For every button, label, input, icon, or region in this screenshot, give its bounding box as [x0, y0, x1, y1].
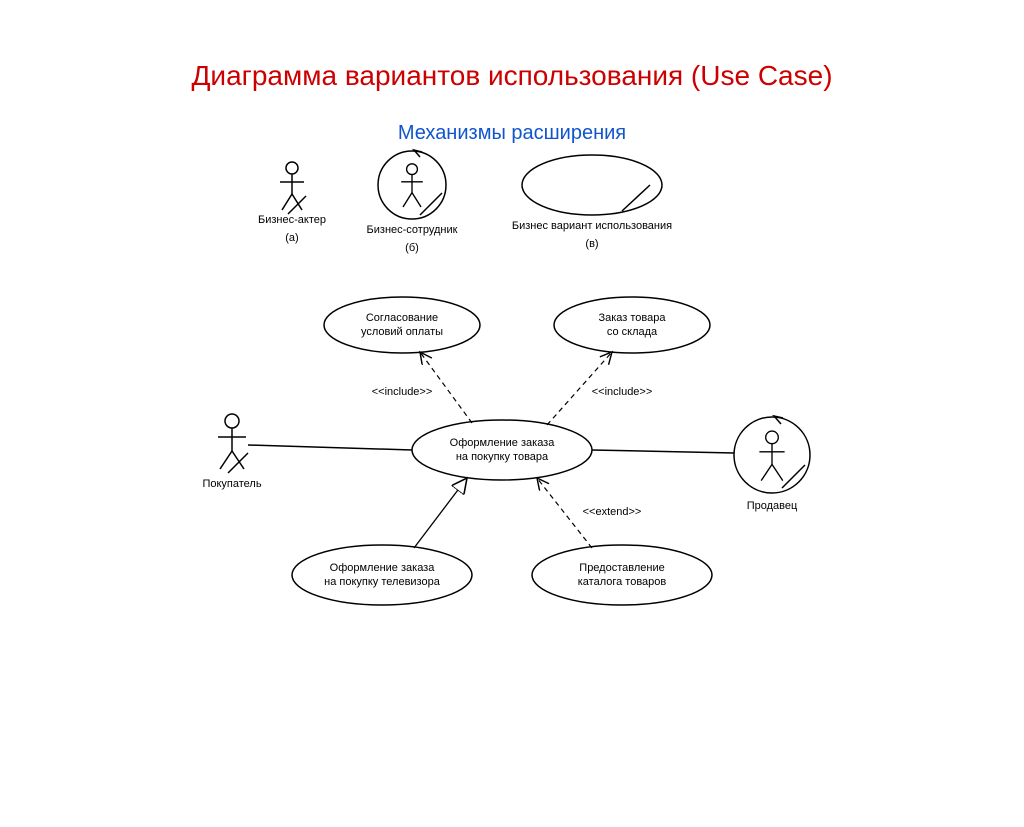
usecase-tv: Оформление заказа на покупку телевизора — [292, 545, 472, 605]
usecase-order-l1: Оформление заказа — [450, 437, 556, 449]
actor-buyer — [218, 414, 248, 473]
usecase-order-l2: на покупку товара — [456, 451, 549, 463]
assoc-seller-order — [592, 450, 734, 453]
rel-extend-label: <<extend>> — [583, 506, 642, 518]
usecase-catalog: Предоставление каталога товаров — [532, 545, 712, 605]
legend-b-sub: (б) — [405, 242, 419, 254]
usecase-tv-l1: Оформление заказа — [330, 562, 436, 574]
legend-actor-a — [280, 162, 306, 214]
usecase-tv-l2: на покупку телевизора — [324, 576, 441, 588]
subtitle-text: Механизмы расширения — [398, 122, 626, 144]
actor-buyer-label: Покупатель — [202, 478, 261, 490]
legend-b-label: Бизнес-сотрудник — [367, 224, 458, 236]
page-title: Диаграмма вариантов использования (Use C… — [0, 60, 1024, 92]
usecase-catalog-l2: каталога товаров — [578, 576, 667, 588]
page-subtitle: Механизмы расширения — [0, 122, 1024, 145]
usecase-agree-l2: условий оплаты — [361, 326, 443, 338]
legend-a-label: Бизнес-актер — [258, 214, 326, 226]
usecase-order: Оформление заказа на покупку товара — [412, 420, 592, 480]
title-text: Диаграмма вариантов использования (Use C… — [191, 60, 832, 91]
legend-c-sub: (в) — [585, 238, 598, 250]
legend-usecase-c — [522, 155, 662, 215]
legend-actor-b — [378, 150, 446, 219]
rel-include-stock-label: <<include>> — [592, 386, 653, 398]
usecase-stock: Заказ товара со склада — [554, 297, 710, 353]
actor-seller — [734, 416, 810, 493]
actor-seller-label: Продавец — [747, 500, 798, 512]
rel-include-agree-label: <<include>> — [372, 386, 433, 398]
usecase-agree-l1: Согласование — [366, 312, 438, 324]
legend-svg: Бизнес-актер (а) Бизнес-сотрудник (б) Би… — [212, 145, 812, 275]
usecase-agree: Согласование условий оплаты — [324, 297, 480, 353]
legend-a-sub: (а) — [285, 232, 298, 244]
rel-gen-tv-order — [414, 478, 467, 548]
assoc-buyer-order — [248, 445, 412, 450]
usecase-stock-l1: Заказ товара — [598, 312, 666, 324]
legend-c-label: Бизнес вариант использования — [512, 220, 672, 232]
usecase-stock-l2: со склада — [607, 326, 658, 338]
diagram-svg: Покупатель Продавец Согласование условий… — [152, 275, 872, 635]
usecase-catalog-l1: Предоставление — [579, 562, 664, 574]
